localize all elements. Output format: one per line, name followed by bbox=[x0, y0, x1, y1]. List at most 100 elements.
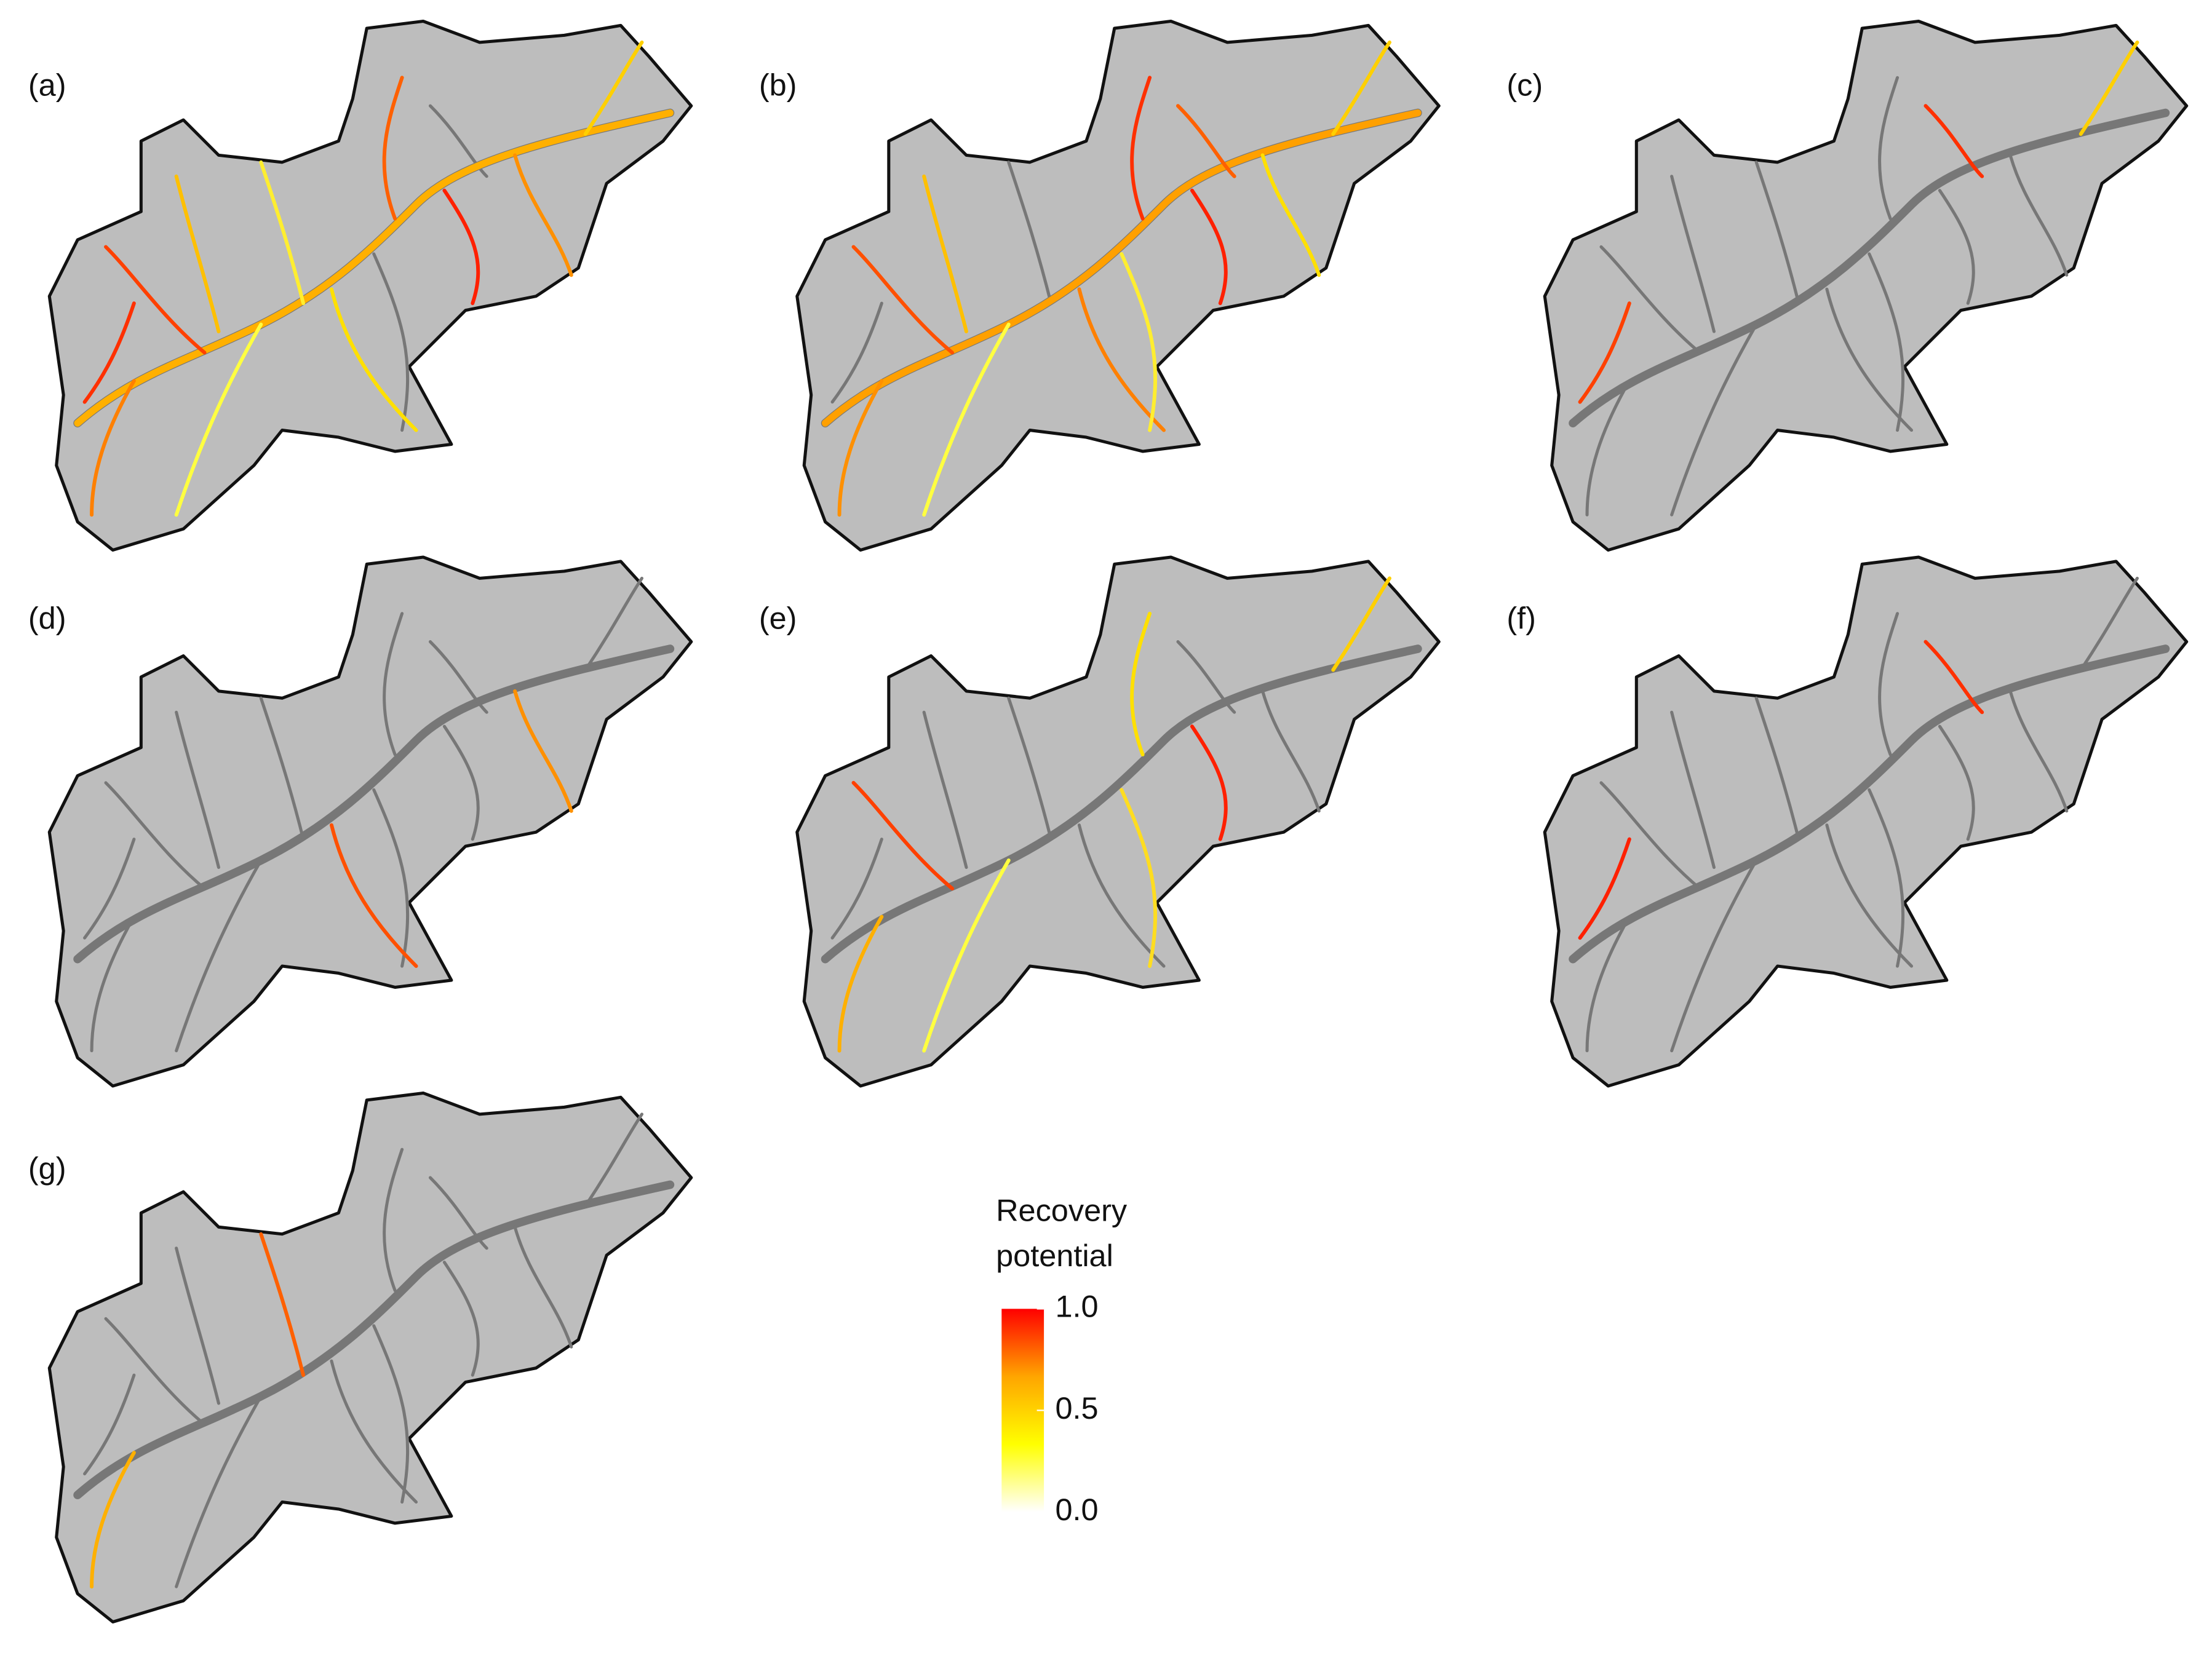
river bbox=[428, 104, 488, 178]
river bbox=[1754, 696, 1800, 841]
river bbox=[1176, 640, 1236, 714]
river bbox=[104, 781, 207, 890]
river-highlight bbox=[74, 109, 674, 427]
river-highlight bbox=[1924, 640, 1984, 715]
river bbox=[1599, 245, 1702, 354]
river bbox=[1670, 175, 1716, 333]
river-highlight bbox=[1120, 788, 1158, 969]
river bbox=[1754, 161, 1800, 305]
river-highlight bbox=[1578, 837, 1631, 940]
river bbox=[1585, 379, 1631, 517]
river bbox=[383, 1148, 404, 1293]
river bbox=[73, 1180, 675, 1499]
panel-label: (e) bbox=[759, 600, 797, 635]
river bbox=[73, 644, 675, 964]
river bbox=[2008, 153, 2069, 277]
river-highlight bbox=[1331, 576, 1391, 672]
river-highlight bbox=[90, 379, 136, 517]
river-highlight bbox=[1120, 252, 1158, 432]
river bbox=[1670, 858, 1758, 1053]
river-highlight bbox=[1190, 724, 1228, 841]
panel-label: (a) bbox=[28, 68, 66, 103]
river-highlight bbox=[513, 689, 573, 813]
river-highlight bbox=[1176, 104, 1236, 178]
river-highlight bbox=[104, 245, 207, 355]
map-panel bbox=[795, 19, 1441, 552]
river-highlight bbox=[329, 823, 418, 969]
river bbox=[442, 1261, 480, 1377]
river bbox=[83, 838, 136, 940]
river-highlight bbox=[1130, 611, 1152, 757]
legend-title: Recovery bbox=[996, 1193, 1128, 1228]
river-highlight bbox=[90, 1451, 136, 1589]
river-highlight bbox=[1260, 153, 1321, 277]
river bbox=[1670, 323, 1758, 517]
colorbar-tick-label: 0.0 bbox=[1055, 1492, 1098, 1527]
river-highlight bbox=[851, 780, 955, 890]
river-highlight bbox=[583, 40, 644, 136]
river-highlight bbox=[329, 287, 418, 432]
river-highlight bbox=[82, 301, 136, 404]
river-highlight bbox=[259, 160, 306, 306]
river bbox=[1878, 612, 1900, 756]
catchment bbox=[1543, 19, 2189, 552]
river bbox=[372, 1324, 410, 1504]
river bbox=[1599, 781, 1702, 890]
catchment bbox=[47, 19, 693, 552]
river bbox=[1670, 710, 1716, 870]
river bbox=[922, 710, 968, 870]
river-highlight bbox=[1924, 104, 1984, 178]
river bbox=[90, 915, 136, 1053]
panel-label: (b) bbox=[759, 68, 797, 103]
river bbox=[2079, 576, 2139, 672]
river-highlight bbox=[837, 379, 884, 517]
river bbox=[1825, 823, 1914, 968]
river-highlight bbox=[922, 174, 968, 334]
river bbox=[1868, 252, 1905, 432]
river bbox=[442, 724, 480, 841]
river bbox=[1825, 287, 1914, 432]
river bbox=[513, 1225, 573, 1349]
map-panel bbox=[47, 19, 693, 552]
river bbox=[584, 576, 644, 672]
river bbox=[1585, 915, 1631, 1053]
river bbox=[1569, 644, 2170, 964]
river bbox=[1878, 76, 1900, 221]
river bbox=[259, 696, 305, 841]
river bbox=[584, 1112, 644, 1208]
river-highlight bbox=[1130, 76, 1152, 221]
river bbox=[830, 301, 883, 404]
catchment bbox=[47, 1091, 693, 1623]
river bbox=[1938, 189, 1975, 305]
river-highlight bbox=[922, 322, 1011, 517]
river-highlight bbox=[851, 245, 955, 355]
map-panel bbox=[47, 1091, 693, 1623]
river-highlight bbox=[174, 322, 263, 517]
river-highlight bbox=[174, 174, 221, 334]
river-highlight bbox=[1578, 301, 1631, 404]
river bbox=[1569, 108, 2170, 427]
panel-label: (g) bbox=[28, 1151, 66, 1186]
river bbox=[1007, 696, 1053, 841]
river-highlight bbox=[442, 188, 480, 306]
river bbox=[1868, 788, 1905, 968]
catchment bbox=[47, 555, 693, 1088]
river bbox=[330, 1359, 418, 1504]
map-panel bbox=[795, 555, 1441, 1088]
map-panel bbox=[1543, 555, 2189, 1088]
river-highlight bbox=[259, 1232, 306, 1378]
river bbox=[175, 710, 220, 870]
panel-label: (c) bbox=[1506, 68, 1543, 103]
river-highlight bbox=[1190, 188, 1228, 306]
legend-title: potential bbox=[996, 1238, 1113, 1273]
river bbox=[83, 1373, 136, 1476]
map-panel bbox=[47, 555, 693, 1088]
river-highlight bbox=[821, 109, 1422, 427]
catchment bbox=[795, 555, 1441, 1088]
catchment bbox=[795, 19, 1441, 552]
river bbox=[1007, 161, 1053, 305]
river bbox=[830, 838, 883, 940]
river bbox=[821, 644, 1422, 964]
panel-label: (f) bbox=[1506, 600, 1536, 635]
